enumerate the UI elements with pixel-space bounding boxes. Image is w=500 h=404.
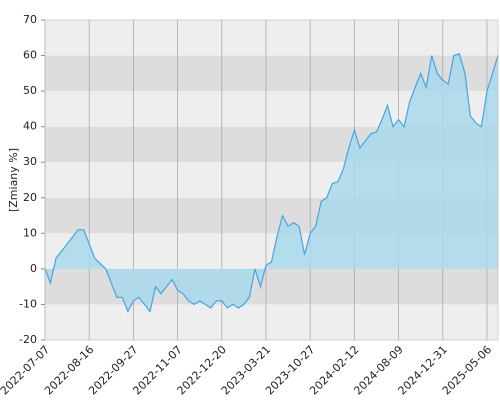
y-axis-label: [Zmiany %] — [7, 148, 20, 212]
y-tick-label: 30 — [23, 155, 37, 168]
plot-frame — [44, 19, 499, 341]
line — [44, 53, 499, 314]
y-tick-label: 50 — [23, 84, 37, 97]
y-tick-label: 70 — [23, 13, 37, 26]
y-tick-label: -10 — [19, 297, 37, 310]
band — [45, 20, 498, 56]
band — [45, 304, 498, 340]
y-tick-label: -20 — [19, 333, 37, 346]
y-tick-label: 40 — [23, 120, 37, 133]
y-tick-label: 10 — [23, 226, 37, 239]
y-tick-label: 0 — [30, 262, 37, 275]
area — [45, 53, 498, 312]
y-tick-label: 20 — [23, 191, 37, 204]
y-tick-label: 60 — [23, 49, 37, 62]
